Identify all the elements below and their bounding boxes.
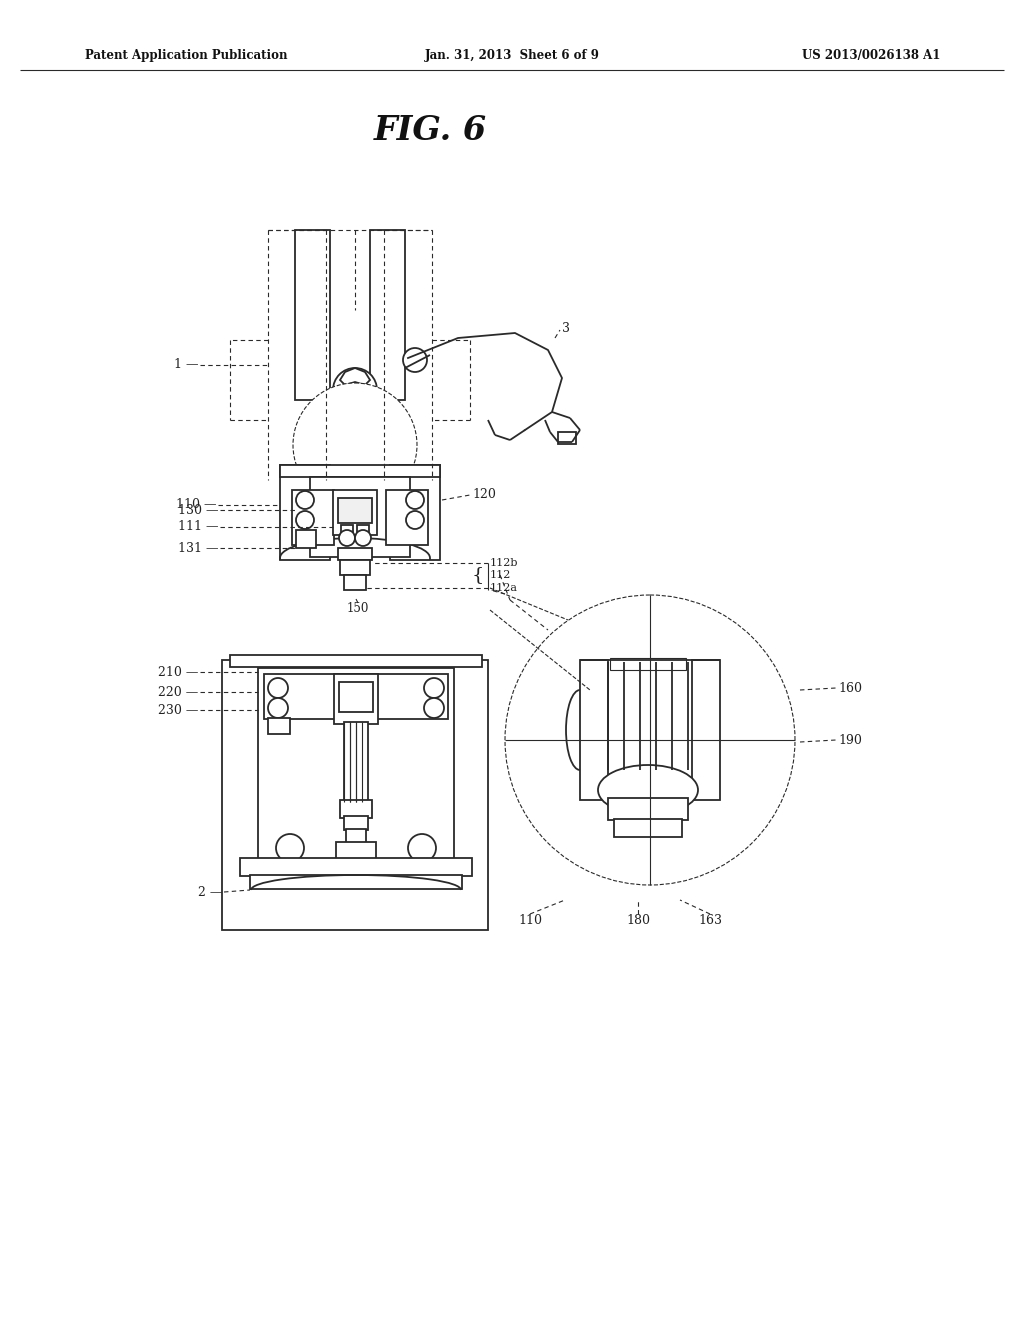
- Bar: [338, 498, 372, 523]
- Bar: [230, 655, 482, 667]
- Circle shape: [293, 383, 417, 507]
- Circle shape: [327, 440, 357, 470]
- Bar: [344, 576, 366, 590]
- Bar: [295, 230, 330, 400]
- Bar: [390, 465, 440, 560]
- Bar: [558, 432, 575, 444]
- Circle shape: [408, 834, 436, 862]
- Text: 163: 163: [698, 913, 722, 927]
- Circle shape: [355, 531, 371, 546]
- Bar: [310, 477, 410, 557]
- Bar: [296, 531, 316, 548]
- Text: FIG. 6: FIG. 6: [374, 114, 486, 147]
- Text: 220 —: 220 —: [158, 685, 198, 698]
- Bar: [264, 675, 449, 719]
- Bar: [280, 465, 330, 560]
- Text: 130 —: 130 —: [177, 503, 218, 516]
- Text: US 2013/0026138 A1: US 2013/0026138 A1: [802, 49, 940, 62]
- Text: 2 —: 2 —: [198, 886, 222, 899]
- Text: 1 —: 1 —: [173, 359, 198, 371]
- Circle shape: [296, 511, 314, 529]
- Bar: [340, 399, 372, 416]
- Bar: [610, 657, 686, 671]
- Bar: [334, 675, 378, 723]
- Circle shape: [296, 491, 314, 510]
- Bar: [608, 799, 688, 820]
- Text: 180: 180: [626, 913, 650, 927]
- Text: 112: 112: [490, 570, 511, 579]
- Bar: [386, 490, 428, 545]
- Text: 112b: 112b: [490, 558, 518, 568]
- Bar: [340, 800, 372, 818]
- Bar: [258, 668, 454, 888]
- Bar: [250, 875, 462, 888]
- Circle shape: [505, 595, 795, 884]
- Text: 131 —: 131 —: [177, 541, 218, 554]
- Text: 160: 160: [838, 681, 862, 694]
- Text: 150: 150: [347, 602, 370, 615]
- Bar: [240, 858, 472, 876]
- Circle shape: [345, 380, 365, 400]
- Text: 111 —: 111 —: [177, 520, 218, 533]
- Text: 110 —: 110 —: [175, 499, 216, 511]
- Bar: [344, 722, 368, 803]
- Circle shape: [268, 698, 288, 718]
- Circle shape: [276, 834, 304, 862]
- Bar: [344, 816, 368, 830]
- Circle shape: [403, 348, 427, 372]
- Circle shape: [268, 678, 288, 698]
- Bar: [580, 660, 608, 800]
- Text: 210 —: 210 —: [158, 665, 198, 678]
- Text: 230 —: 230 —: [158, 704, 198, 717]
- Text: 3: 3: [562, 322, 570, 334]
- Bar: [338, 548, 372, 560]
- Bar: [222, 660, 488, 931]
- Bar: [614, 818, 682, 837]
- Bar: [344, 414, 368, 430]
- Text: 110: 110: [518, 913, 542, 927]
- Circle shape: [424, 678, 444, 698]
- Bar: [339, 682, 373, 711]
- Circle shape: [335, 447, 349, 462]
- Bar: [692, 660, 720, 800]
- Circle shape: [333, 368, 377, 412]
- Text: 120: 120: [472, 487, 496, 500]
- Circle shape: [406, 491, 424, 510]
- Circle shape: [406, 511, 424, 529]
- Bar: [333, 490, 377, 535]
- Polygon shape: [330, 389, 356, 451]
- Text: Patent Application Publication: Patent Application Publication: [85, 49, 288, 62]
- Ellipse shape: [598, 766, 698, 814]
- Bar: [346, 829, 366, 843]
- Bar: [340, 560, 370, 576]
- Bar: [280, 465, 440, 477]
- Bar: [292, 490, 334, 545]
- Polygon shape: [340, 368, 370, 385]
- Text: {: {: [472, 566, 484, 583]
- Circle shape: [339, 531, 355, 546]
- Bar: [341, 525, 353, 537]
- Bar: [357, 525, 369, 537]
- Bar: [336, 842, 376, 861]
- Text: 190: 190: [838, 734, 862, 747]
- Text: Jan. 31, 2013  Sheet 6 of 9: Jan. 31, 2013 Sheet 6 of 9: [425, 49, 599, 62]
- Text: 112a: 112a: [490, 583, 518, 593]
- Circle shape: [424, 698, 444, 718]
- Bar: [268, 718, 290, 734]
- Bar: [370, 230, 406, 400]
